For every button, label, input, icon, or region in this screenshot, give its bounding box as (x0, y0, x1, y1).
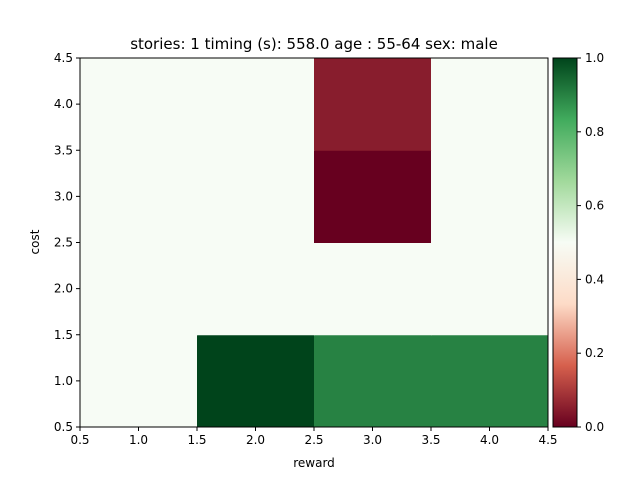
colorbar-tick-label: 0.2 (585, 346, 604, 360)
colorbar-tick-label: 0.6 (585, 199, 604, 213)
heatmap-cell (314, 150, 432, 243)
colorbar-tick-label: 1.0 (585, 51, 604, 65)
heatmap-cell (431, 58, 549, 151)
y-tick-label: 2.0 (54, 282, 73, 296)
x-tick-label: 1.0 (129, 433, 148, 447)
y-axis-ticks: 0.5 1.0 1.5 2.0 2.5 3.0 3.5 4.0 4.5 (54, 51, 80, 434)
y-tick-label: 3.0 (54, 189, 73, 203)
x-tick-label: 4.0 (480, 433, 499, 447)
y-tick-label: 4.0 (54, 97, 73, 111)
heatmap-cell (314, 58, 432, 151)
x-tick-label: 2.5 (304, 433, 323, 447)
x-tick-label: 3.5 (421, 433, 440, 447)
y-axis-label: cost (28, 229, 42, 254)
heatmap-cell (431, 334, 549, 428)
colorbar (552, 57, 578, 428)
colorbar-tick-label: 0.8 (585, 125, 604, 139)
y-tick-label: 3.5 (54, 143, 73, 157)
heatmap-cell (314, 242, 432, 336)
heatmap-cell (197, 58, 315, 151)
y-tick-label: 4.5 (54, 51, 73, 65)
heatmap-cell (431, 150, 549, 243)
heatmap-cell (314, 334, 432, 428)
heatmap-cell (197, 334, 315, 428)
heatmap-cell (197, 150, 315, 243)
x-tick-label: 0.5 (70, 433, 89, 447)
x-tick-label: 4.5 (538, 433, 557, 447)
heatmap-cell (80, 58, 198, 151)
y-tick-label: 1.0 (54, 374, 73, 388)
y-tick-label: 1.5 (54, 328, 73, 342)
x-tick-label: 2.0 (246, 433, 265, 447)
heatmap-cell (80, 242, 198, 336)
x-axis-ticks: 0.5 1.0 1.5 2.0 2.5 3.0 3.5 4.0 4.5 (70, 427, 558, 447)
heatmap-cell (80, 150, 198, 243)
x-tick-label: 3.0 (363, 433, 382, 447)
chart-title: stories: 1 timing (s): 558.0 age : 55-64… (130, 35, 498, 53)
heatmap-cells (80, 58, 549, 428)
y-tick-label: 0.5 (54, 420, 73, 434)
colorbar-tick-label: 0.4 (585, 272, 604, 286)
heatmap-cell (197, 242, 315, 336)
colorbar-tick-label: 0.0 (585, 420, 604, 434)
x-tick-label: 1.5 (187, 433, 206, 447)
heatmap-cell (431, 242, 549, 336)
colorbar-ticks: 0.0 0.2 0.4 0.6 0.8 1.0 (577, 51, 604, 434)
heatmap-cell (80, 334, 198, 428)
x-axis-label: reward (293, 456, 335, 470)
y-tick-label: 2.5 (54, 236, 73, 250)
